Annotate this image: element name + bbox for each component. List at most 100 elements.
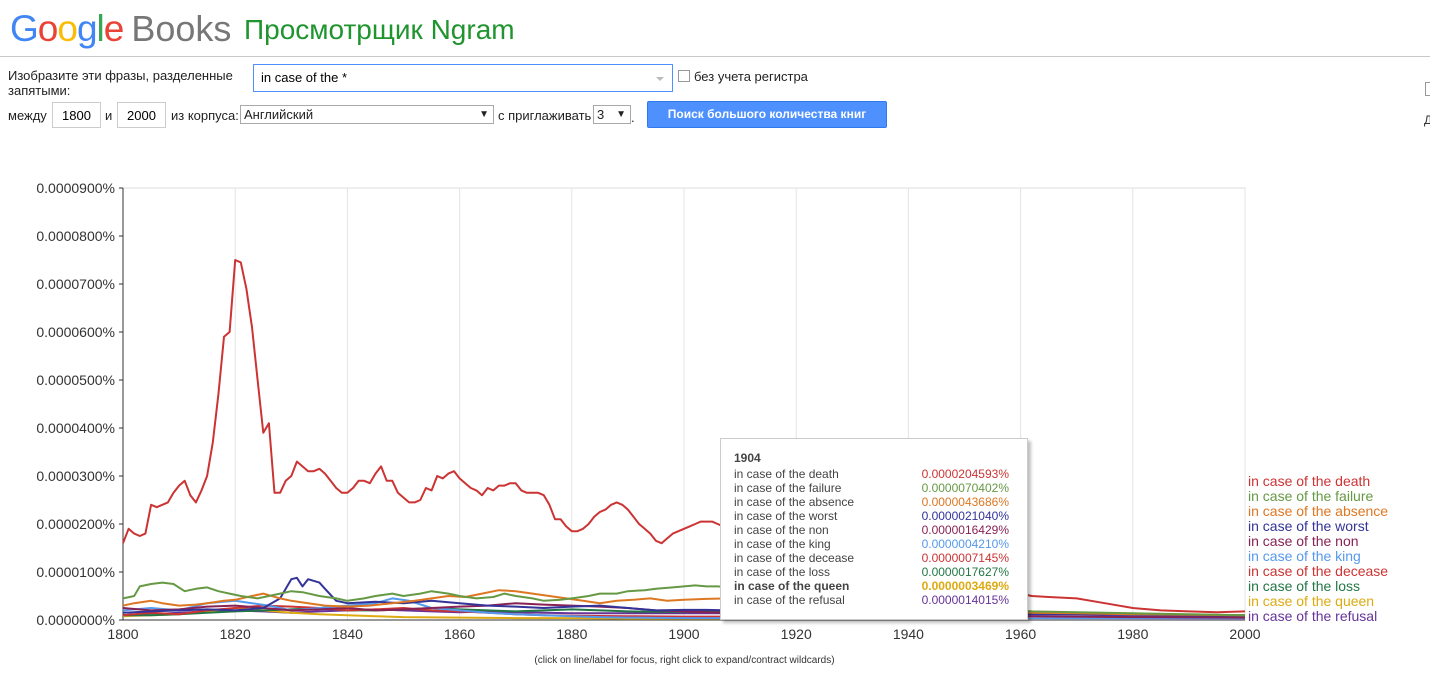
edge-glyph: Д [1424,113,1430,127]
hover-tooltip: 1904 in case of the death 0.0000204593% in… [720,438,1028,620]
google-letter: l [96,8,105,49]
dropdown-arrow-icon: ▼ [479,109,489,120]
tooltip-row: in case of the failure 0.0000070402% [734,481,1009,495]
tooltip-row: in case of the worst 0.0000021040% [734,509,1009,523]
x-tick-label: 1900 [668,626,699,642]
legend-label[interactable]: in case of the king [1248,548,1361,564]
series-line-in-case-of-the-absence[interactable] [122,589,1246,617]
tooltip-row-name: in case of the decease [734,551,855,565]
tooltip-row-value: 0.0000043686% [921,495,1009,509]
tooltip-row-value: 0.0000021040% [921,509,1009,523]
legend-label[interactable]: in case of the absence [1248,503,1388,519]
google-letter: g [76,8,98,49]
tooltip-row-name: in case of the failure [734,481,842,495]
y-tick-label: 0.0000600% [36,324,115,340]
corpus-select[interactable]: Английский ▼ [240,105,494,124]
tooltip-row: in case of the loss 0.0000017627% [734,565,1009,579]
edge-checkbox[interactable] [1425,82,1430,96]
ngram-chart[interactable]: 1800 1820 1840 1860 1880 1900 1920 1940 1960 1980… [0,170,1430,660]
tooltip-row-value: 0.0000014015% [921,593,1009,607]
legend-label[interactable]: in case of the queen [1248,593,1374,609]
header-divider [0,56,1430,57]
google-wordmark: Google [10,8,125,49]
y-tick-label: 0.0000800% [36,228,115,244]
dropdown-arrow-icon: ▼ [616,109,626,120]
series-line-in-case-of-the-failure[interactable] [122,581,1246,617]
tooltip-row: in case of the non 0.0000016429% [734,523,1009,537]
legend-label[interactable]: in case of the loss [1248,578,1360,594]
y-tick-label: 0.0000700% [36,276,115,292]
legend-label[interactable]: in case of the decease [1248,563,1388,579]
tooltip-row-value: 0.0000016429% [921,523,1009,537]
case-insensitive-label: без учета регистра [694,69,808,84]
x-tick-label: 1840 [332,626,363,642]
google-books-logo[interactable]: Google Books [10,8,231,50]
tooltip-row-name: in case of the non [734,523,829,537]
corpus-label: из корпуса: [171,108,239,123]
tooltip-row-name: in case of the loss [734,565,831,579]
query-field[interactable] [253,64,673,92]
x-tick-label: 1880 [556,626,587,642]
search-books-button[interactable]: Поиск большого количества книг [647,101,887,128]
tooltip-row-value: 0.0000204593% [921,467,1009,481]
and-label: и [105,108,113,123]
tooltip-row-name: in case of the worst [734,509,838,523]
y-tick-label: 0.0000300% [36,468,115,484]
google-letter: o [57,8,78,49]
period-text: . [631,110,635,125]
x-tick-label: 1800 [107,626,138,642]
tooltip-row-name: in case of the queen [734,579,850,593]
tooltip-row: in case of the refusal 0.0000014015% [734,593,1009,607]
tooltip-row-value: 0.0000004210% [921,537,1009,551]
x-tick-label: 1860 [444,626,475,642]
tooltip-row: in case of the absence 0.0000043686% [734,495,1009,509]
y-tick-label: 0.0000200% [36,516,115,532]
series-line-in-case-of-the-non[interactable] [122,602,1246,619]
tooltip-row-value: 0.0000007145% [921,551,1009,565]
tooltip-row-value: 0.0000070402% [921,481,1009,495]
tooltip-row-name: in case of the death [734,467,839,481]
legend-label[interactable]: in case of the non [1248,533,1359,549]
tooltip-year: 1904 [734,451,761,465]
tooltip-row: in case of the king 0.0000004210% [734,537,1009,551]
tooltip-row: in case of the decease 0.0000007145% [734,551,1009,565]
smoothing-label: с приглаживать [498,108,592,123]
google-letter: e [103,8,125,49]
x-tick-label: 1940 [893,626,924,642]
tooltip-row-name: in case of the king [734,537,831,551]
year-start-input[interactable] [52,102,101,128]
google-letter: o [37,8,59,49]
x-tick-label: 2000 [1229,626,1260,642]
legend-label[interactable]: in case of the refusal [1248,608,1377,624]
y-tick-label: 0.0000000% [36,612,115,628]
books-wordmark: Books [131,8,232,49]
x-tick-label: 1920 [781,626,812,642]
between-label: между [8,108,47,123]
query-input[interactable] [261,70,641,85]
x-tick-label: 1960 [1005,626,1036,642]
google-letter: G [10,8,39,49]
x-tick-label: 1820 [220,626,251,642]
y-tick-label: 0.0000400% [36,420,115,436]
x-tick-label: 1980 [1117,626,1148,642]
year-end-input[interactable] [117,102,166,128]
y-tick-label: 0.0000500% [36,372,115,388]
y-tick-label: 0.0000100% [36,564,115,580]
smoothing-value: 3 [597,107,605,122]
y-tick-label: 0.0000900% [36,180,115,196]
phrases-label: Изобразите эти фразы, разделенные запяты… [8,68,233,98]
app-title: Просмотрщик Ngram [244,14,515,45]
chevron-down-icon[interactable] [656,77,664,81]
smoothing-select[interactable]: 3 ▼ [593,105,631,124]
series-line-in-case-of-the-death[interactable] [122,259,1246,614]
tooltip-row-value: 0.0000017627% [921,565,1009,579]
legend-label[interactable]: in case of the worst [1248,518,1369,534]
tooltip-row-name: in case of the absence [734,495,855,509]
legend-label[interactable]: in case of the failure [1248,488,1374,504]
series-line-in-case-of-the-worst[interactable] [122,576,1245,617]
tooltip-row: in case of the queen 0.0000003469% [734,579,1009,593]
legend-label[interactable]: in case of the death [1248,473,1370,489]
case-insensitive-checkbox[interactable] [678,70,690,82]
tooltip-row-name: in case of the refusal [734,593,845,607]
tooltip-row: in case of the death 0.0000204593% [734,467,1009,481]
